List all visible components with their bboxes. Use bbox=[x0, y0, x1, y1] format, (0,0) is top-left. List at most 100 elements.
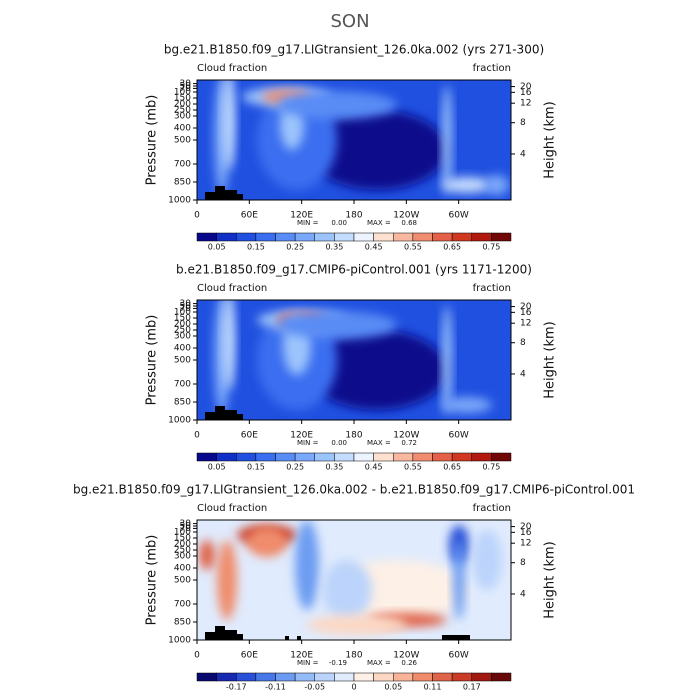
colorbar-box bbox=[255, 232, 276, 242]
colorbar-box bbox=[255, 452, 276, 462]
colorbar-box bbox=[196, 232, 217, 242]
colorbar-box bbox=[471, 232, 492, 242]
max-text: MAX = bbox=[367, 219, 391, 227]
colorbar-box bbox=[432, 232, 453, 242]
max-value: 0.72 bbox=[401, 439, 417, 447]
field-feature bbox=[453, 540, 465, 620]
colorbar-box bbox=[491, 452, 512, 462]
y2-tick-label: 8 bbox=[520, 118, 526, 128]
y-tick-label: 500 bbox=[174, 136, 191, 146]
y2-axis-label: Height (km) bbox=[543, 101, 558, 178]
y-tick-label: 30 bbox=[180, 299, 192, 309]
field-feature bbox=[322, 560, 372, 620]
y2-tick-label: 20 bbox=[520, 82, 532, 92]
colorbar-box bbox=[314, 672, 335, 682]
colorbar-box bbox=[353, 672, 374, 682]
y2-tick-label: 20 bbox=[520, 522, 532, 532]
field-feature bbox=[307, 615, 407, 635]
y-tick-label: 30 bbox=[180, 519, 192, 529]
colorbar-box bbox=[353, 232, 374, 242]
min-value: 0.00 bbox=[331, 439, 347, 447]
terrain bbox=[225, 190, 237, 200]
x-tick-label: 180 bbox=[345, 431, 362, 441]
colorbar-box bbox=[334, 452, 355, 462]
right-label: fraction bbox=[473, 63, 511, 74]
terrain bbox=[235, 194, 243, 200]
y-tick-label: 150 bbox=[174, 94, 191, 104]
max-value: 0.68 bbox=[401, 219, 417, 227]
field-feature bbox=[442, 397, 492, 413]
colorbar-box bbox=[314, 452, 335, 462]
field-feature bbox=[485, 175, 509, 195]
colorbar-label: 0.11 bbox=[424, 683, 442, 692]
y2-tick-label: 8 bbox=[520, 558, 526, 568]
y2-tick-label: 4 bbox=[520, 589, 526, 599]
colorbar-box bbox=[412, 452, 433, 462]
colorbar-label: 0.05 bbox=[384, 683, 402, 692]
x-tick-label: 60W bbox=[448, 211, 468, 221]
colorbar-label: 0.17 bbox=[463, 683, 481, 692]
y-tick-label: 850 bbox=[174, 178, 191, 188]
y2-tick-label: 12 bbox=[520, 99, 531, 109]
y-tick-label: 300 bbox=[174, 552, 191, 562]
x-tick-label: 120W bbox=[393, 211, 419, 221]
colorbar-box bbox=[491, 232, 512, 242]
y-tick-label: 500 bbox=[174, 356, 191, 366]
y-tick-label: 50 bbox=[180, 82, 192, 92]
min-text: MIN = bbox=[297, 219, 319, 227]
y-tick-label: 70 bbox=[180, 524, 192, 534]
y-tick-label: 700 bbox=[174, 160, 191, 170]
y-tick-label: 700 bbox=[174, 600, 191, 610]
terrain bbox=[205, 412, 215, 420]
terrain bbox=[215, 406, 225, 420]
x-tick-label: 60W bbox=[448, 431, 468, 441]
colorbar-label: 0.25 bbox=[286, 243, 304, 252]
colorbar-label: 0.55 bbox=[404, 463, 422, 472]
colorbar-label: -0.17 bbox=[226, 683, 247, 692]
colorbar-box bbox=[432, 672, 453, 682]
terrain bbox=[297, 636, 301, 640]
y-tick-label: 250 bbox=[174, 106, 191, 116]
colorbar-label: -0.05 bbox=[304, 683, 325, 692]
y-tick-label: 30 bbox=[180, 79, 192, 89]
field-feature bbox=[442, 305, 452, 415]
colorbar-box bbox=[451, 452, 472, 462]
x-tick-label: 0 bbox=[194, 651, 200, 661]
colorbar-box bbox=[373, 672, 394, 682]
panel-title: b.e21.B1850.f09_g17.CMIP6-piControl.001 … bbox=[176, 263, 532, 277]
contour-field bbox=[197, 80, 511, 200]
colorbar-box bbox=[471, 452, 492, 462]
y-tick-label: 200 bbox=[174, 320, 191, 330]
y-tick-label: 400 bbox=[174, 124, 191, 134]
terrain bbox=[215, 626, 225, 640]
min-value: -0.19 bbox=[329, 659, 347, 667]
y2-axis-label: Height (km) bbox=[543, 541, 558, 618]
y-tick-label: 700 bbox=[174, 380, 191, 390]
field-feature bbox=[217, 540, 237, 620]
colorbar-label: 0.35 bbox=[325, 463, 343, 472]
colorbar-box bbox=[412, 232, 433, 242]
colorbar-label: 0.05 bbox=[208, 463, 226, 472]
field-feature bbox=[472, 530, 502, 590]
field-feature bbox=[307, 330, 447, 410]
terrain bbox=[205, 192, 215, 200]
colorbar-box bbox=[393, 672, 414, 682]
field-feature bbox=[277, 91, 397, 119]
colorbar-box bbox=[196, 672, 217, 682]
colorbar-box bbox=[294, 452, 315, 462]
colorbar-label: 0.55 bbox=[404, 243, 422, 252]
y-tick-label: 1000 bbox=[168, 196, 191, 206]
colorbar-label: 0.75 bbox=[482, 243, 500, 252]
colorbar-box bbox=[275, 452, 296, 462]
field-feature bbox=[307, 110, 447, 190]
colorbar-box bbox=[373, 452, 394, 462]
contour-field bbox=[197, 520, 511, 640]
y-tick-label: 100 bbox=[174, 88, 191, 98]
field-feature bbox=[199, 540, 215, 570]
figure-title: SON bbox=[330, 11, 369, 32]
colorbar-box bbox=[471, 672, 492, 682]
colorbar-label: 0.65 bbox=[443, 243, 461, 252]
min-value: 0.00 bbox=[331, 219, 347, 227]
y-axis-label: Pressure (mb) bbox=[145, 535, 160, 626]
